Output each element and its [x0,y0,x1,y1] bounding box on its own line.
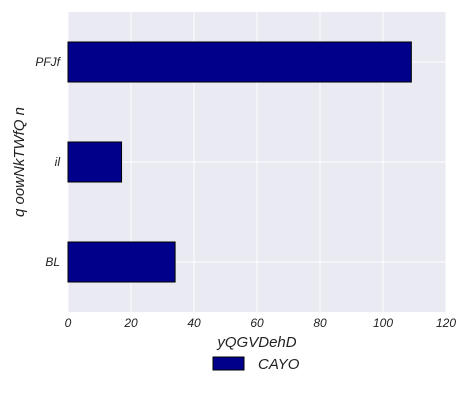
x-tick-label: 100 [373,316,393,330]
x-axis-label: yQGVDehD [216,334,296,351]
y-tick-label: BL [45,255,60,269]
y-tick-label: PFJf [35,55,61,69]
bar-PFJf [67,41,412,83]
y-tick-labels: PFJf il BL [35,55,61,269]
x-tick-label: 60 [250,316,264,330]
legend-swatch [212,356,245,371]
x-tick-label: 120 [436,316,456,330]
legend: CAYO [212,356,300,373]
y-tick-label: il [55,155,61,169]
y-axis-label: q oowNkTWfQ n [11,107,28,217]
bar-BL [67,241,176,283]
x-tick-label: 80 [313,316,327,330]
bars [67,41,412,283]
bar-il [67,141,123,183]
x-tick-label: 40 [187,316,201,330]
x-tick-labels: 0 20 40 60 80 100 120 [65,316,457,330]
legend-label: CAYO [258,356,300,373]
x-tick-label: 20 [123,316,138,330]
x-tick-label: 0 [65,316,72,330]
